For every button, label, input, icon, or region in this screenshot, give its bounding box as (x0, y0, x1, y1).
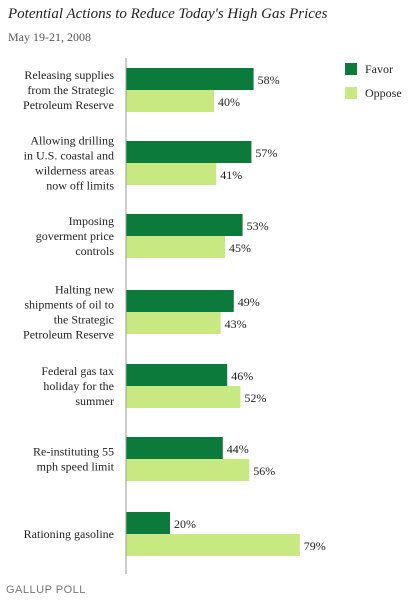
oppose-bar (126, 386, 241, 408)
category-label: Halting new shipments of oil to the Strate… (23, 283, 114, 342)
category-label-line: Imposing (69, 214, 114, 228)
oppose-bar (126, 236, 225, 258)
category-label-line: Petroleum Reserve (23, 328, 114, 342)
category-label: Releasing supplies from the Strategic Petr… (23, 68, 114, 112)
legend-oppose-swatch (345, 87, 357, 99)
oppose-value-label: 45% (229, 241, 251, 255)
legend-oppose-label: Oppose (365, 86, 402, 100)
category-label-line: mph speed limit (37, 460, 115, 474)
category-label-line: controls (75, 244, 114, 258)
category-label-line: shipments of oil to (24, 298, 114, 312)
favor-bar (126, 364, 228, 386)
category-label-line: Federal gas tax (41, 364, 114, 378)
favor-bar (126, 214, 243, 236)
oppose-value-label: 79% (304, 539, 326, 553)
favor-value-label: 44% (227, 442, 249, 456)
category-label-line: Re-instituting 55 (33, 445, 114, 459)
category-label-line: in U.S. coastal and (24, 149, 114, 163)
oppose-value-label: 52% (244, 391, 266, 405)
category-label-line: from the Strategic (27, 83, 114, 97)
category-label: Federal gas tax holiday for the summer (41, 364, 114, 408)
category-label: Imposing goverment price controls (36, 214, 115, 258)
category-label-line: wilderness areas (35, 164, 114, 178)
category-label: Allowing drilling in U.S. coastal and wild… (24, 134, 115, 193)
gallup-poll-logo: GALLUP POLL (6, 584, 86, 596)
oppose-value-label: 43% (225, 317, 247, 331)
oppose-bar (126, 534, 300, 556)
oppose-value-label: 56% (253, 464, 275, 478)
category-label-line: Rationing gasoline (24, 527, 114, 541)
category-label-line: Releasing supplies (24, 68, 114, 82)
chart-title: Potential Actions to Reduce Today's High… (8, 6, 328, 22)
category-label-line: Petroleum Reserve (23, 98, 114, 112)
oppose-value-label: 41% (220, 168, 242, 182)
oppose-bar (126, 163, 217, 185)
oppose-value-label: 40% (218, 95, 240, 109)
category-label: Rationing gasoline (24, 527, 114, 541)
favor-value-label: 20% (174, 517, 196, 531)
favor-bar (126, 141, 252, 163)
favor-value-label: 49% (238, 295, 260, 309)
favor-value-label: 57% (255, 146, 277, 160)
favor-bar (126, 512, 170, 534)
category-label: Re-instituting 55 mph speed limit (33, 445, 115, 474)
category-label-line: the Strategic (54, 313, 114, 327)
favor-bar (126, 290, 234, 312)
oppose-bar (126, 312, 221, 334)
favor-bar (126, 68, 254, 90)
legend-favor-swatch (345, 63, 357, 75)
category-label-line: goverment price (36, 229, 114, 243)
chart-subtitle: May 19-21, 2008 (8, 30, 91, 44)
favor-value-label: 46% (231, 369, 253, 383)
legend-favor-label: Favor (365, 62, 393, 76)
favor-value-label: 53% (247, 219, 269, 233)
favor-value-label: 58% (258, 73, 280, 87)
category-label-line: summer (75, 394, 114, 408)
category-label-line: holiday for the (43, 379, 114, 393)
category-label-line: Allowing drilling (30, 134, 114, 148)
favor-bar (126, 437, 223, 459)
oppose-bar (126, 459, 250, 481)
category-label-line: Halting new (55, 283, 114, 297)
category-label-line: now off limits (46, 179, 114, 193)
oppose-bar (126, 90, 214, 112)
